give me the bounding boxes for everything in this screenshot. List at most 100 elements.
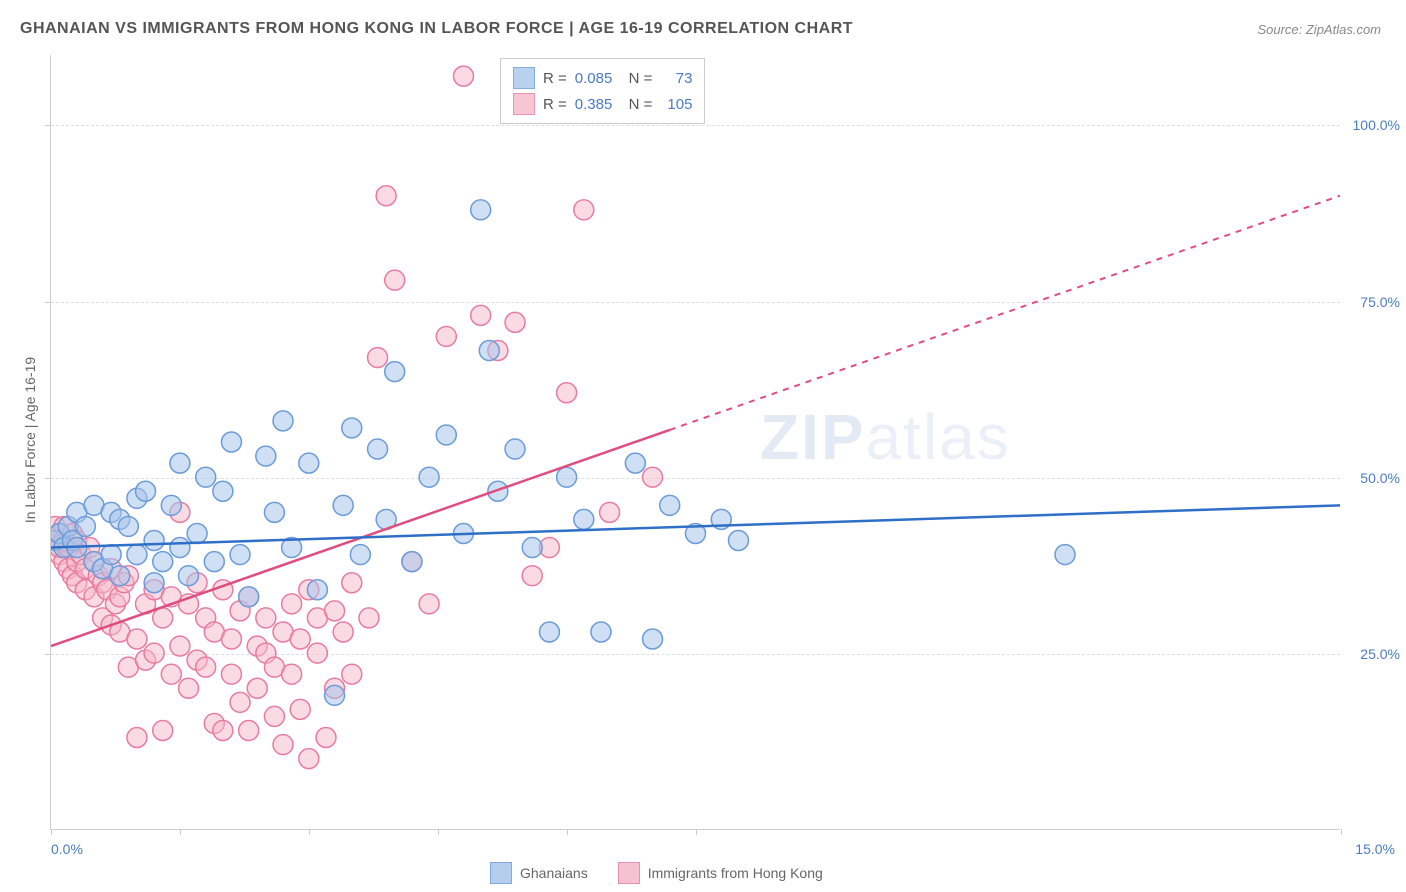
- scatter-point: [221, 664, 241, 684]
- scatter-point: [127, 728, 147, 748]
- scatter-point: [179, 678, 199, 698]
- scatter-point: [436, 425, 456, 445]
- xtick-mark: [438, 829, 439, 835]
- xtick-mark: [567, 829, 568, 835]
- scatter-point: [471, 305, 491, 325]
- scatter-point: [342, 418, 362, 438]
- scatter-point: [196, 657, 216, 677]
- y-axis-label: In Labor Force | Age 16-19: [22, 357, 38, 523]
- scatter-point: [136, 481, 156, 501]
- scatter-point: [557, 467, 577, 487]
- scatter-point: [419, 594, 439, 614]
- scatter-point: [316, 728, 336, 748]
- scatter-point: [728, 531, 748, 551]
- scatter-point: [127, 545, 147, 565]
- scatter-point: [342, 573, 362, 593]
- legend-r-value: 0.085: [575, 70, 613, 87]
- scatter-point: [402, 552, 422, 572]
- scatter-point: [350, 545, 370, 565]
- scatter-point: [153, 552, 173, 572]
- scatter-point: [307, 643, 327, 663]
- scatter-point: [574, 509, 594, 529]
- scatter-point: [368, 348, 388, 368]
- trend-line-dashed: [670, 196, 1340, 430]
- scatter-point: [204, 552, 224, 572]
- scatter-point: [239, 587, 259, 607]
- chart-container: GHANAIAN VS IMMIGRANTS FROM HONG KONG IN…: [0, 0, 1406, 892]
- scatter-point: [625, 453, 645, 473]
- scatter-point: [144, 573, 164, 593]
- scatter-point: [170, 453, 190, 473]
- scatter-point: [282, 664, 302, 684]
- scatter-point: [539, 622, 559, 642]
- scatter-point: [505, 312, 525, 332]
- scatter-point: [170, 538, 190, 558]
- legend-swatch: [490, 862, 512, 884]
- scatter-point: [282, 594, 302, 614]
- scatter-point: [591, 622, 611, 642]
- source-label: Source: ZipAtlas.com: [1257, 22, 1381, 37]
- scatter-point: [660, 495, 680, 515]
- ytick-label: 100.0%: [1345, 117, 1400, 133]
- legend-n-label: N =: [620, 70, 652, 87]
- legend-swatch: [513, 67, 535, 89]
- scatter-point: [127, 629, 147, 649]
- chart-title: GHANAIAN VS IMMIGRANTS FROM HONG KONG IN…: [20, 20, 853, 38]
- legend-n-label: N =: [620, 96, 652, 113]
- scatter-point: [264, 502, 284, 522]
- scatter-point: [419, 467, 439, 487]
- scatter-point: [643, 467, 663, 487]
- scatter-point: [153, 721, 173, 741]
- legend-r-value: 0.385: [575, 96, 613, 113]
- scatter-point: [290, 699, 310, 719]
- scatter-point: [161, 664, 181, 684]
- scatter-point: [436, 326, 456, 346]
- scatter-point: [221, 432, 241, 452]
- scatter-point: [247, 678, 267, 698]
- xtick-mark: [309, 829, 310, 835]
- scatter-point: [522, 566, 542, 586]
- scatter-point: [325, 601, 345, 621]
- scatter-point: [213, 481, 233, 501]
- scatter-point: [368, 439, 388, 459]
- legend-r-label: R =: [543, 70, 567, 87]
- scatter-point: [643, 629, 663, 649]
- scatter-point: [144, 643, 164, 663]
- scatter-point: [256, 608, 276, 628]
- scatter-point: [290, 629, 310, 649]
- ytick-label: 75.0%: [1345, 294, 1400, 310]
- scatter-point: [359, 608, 379, 628]
- scatter-point: [221, 629, 241, 649]
- scatter-point: [600, 502, 620, 522]
- scatter-point: [161, 495, 181, 515]
- legend-stat-row: R = 0.385 N = 105: [513, 91, 692, 117]
- legend-n-value: 73: [660, 70, 692, 87]
- scatter-point: [273, 735, 293, 755]
- ytick-label: 25.0%: [1345, 646, 1400, 662]
- legend-n-value: 105: [660, 96, 692, 113]
- scatter-point: [110, 566, 130, 586]
- scatter-point: [230, 545, 250, 565]
- legend-series-label: Ghanaians: [520, 865, 588, 881]
- scatter-point: [273, 411, 293, 431]
- scatter-point: [333, 622, 353, 642]
- scatter-point: [342, 664, 362, 684]
- scatter-point: [522, 538, 542, 558]
- xtick-label: 0.0%: [51, 841, 83, 857]
- scatter-point: [75, 516, 95, 536]
- scatter-point: [264, 706, 284, 726]
- plot-area: 25.0%50.0%75.0%100.0%0.0%15.0%: [50, 55, 1340, 830]
- legend-r-label: R =: [543, 96, 567, 113]
- scatter-point: [385, 270, 405, 290]
- legend-swatch: [513, 93, 535, 115]
- scatter-point: [471, 200, 491, 220]
- scatter-point: [453, 66, 473, 86]
- legend-swatch: [618, 862, 640, 884]
- legend-series-label: Immigrants from Hong Kong: [648, 865, 823, 881]
- xtick-mark: [180, 829, 181, 835]
- scatter-point: [239, 721, 259, 741]
- scatter-point: [256, 446, 276, 466]
- scatter-point: [144, 531, 164, 551]
- scatter-point: [325, 685, 345, 705]
- scatter-point: [299, 749, 319, 769]
